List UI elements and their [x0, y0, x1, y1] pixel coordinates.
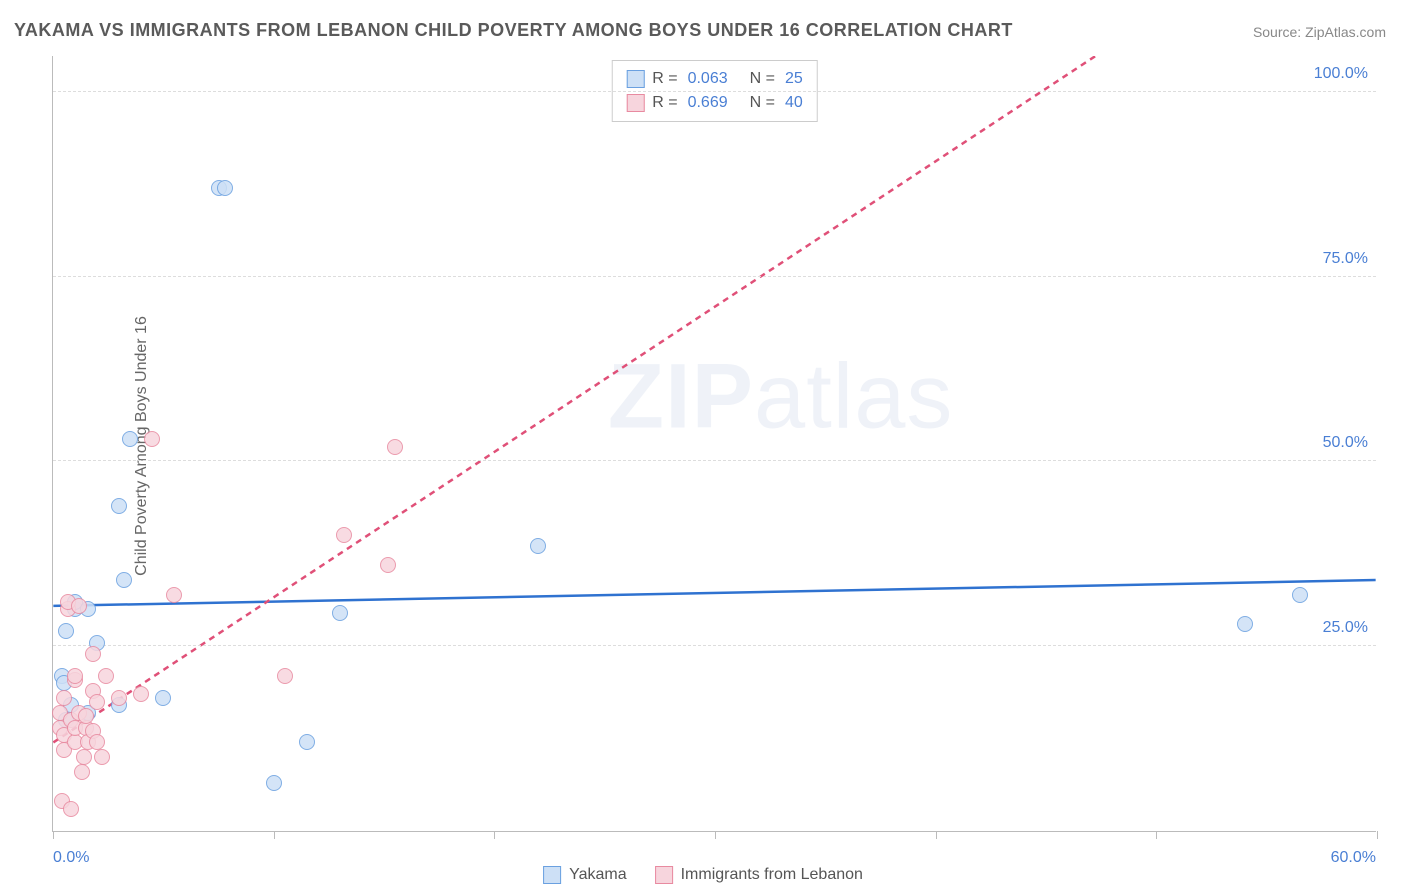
- data-point: [277, 668, 293, 684]
- stat-r-label: R =: [652, 91, 677, 115]
- data-point: [111, 690, 127, 706]
- data-point: [166, 587, 182, 603]
- plot-area: ZIPatlas R = 0.063 N = 25 R = 0.669 N = 40 25.0…: [52, 56, 1376, 832]
- data-point: [266, 775, 282, 791]
- legend-label: Yakama: [569, 866, 627, 884]
- gridline: [53, 460, 1376, 461]
- legend-swatch: [626, 70, 644, 88]
- x-tick: [494, 831, 495, 839]
- gridline: [53, 91, 1376, 92]
- data-point: [217, 180, 233, 196]
- y-tick-label: 75.0%: [1323, 250, 1368, 268]
- legend-swatch: [543, 866, 561, 884]
- series-legend: Yakama Immigrants from Lebanon: [543, 866, 863, 884]
- data-point: [56, 690, 72, 706]
- x-tick: [1156, 831, 1157, 839]
- data-point: [133, 686, 149, 702]
- watermark-bold: ZIP: [608, 346, 754, 448]
- y-tick-label: 100.0%: [1314, 65, 1368, 83]
- stat-n-value: 25: [785, 67, 803, 91]
- data-point: [332, 605, 348, 621]
- x-tick-label-min: 0.0%: [53, 849, 89, 867]
- watermark: ZIPatlas: [608, 345, 953, 450]
- regression-lines: [53, 56, 1376, 831]
- stat-n-label: N =: [750, 67, 775, 91]
- data-point: [116, 572, 132, 588]
- data-point: [94, 749, 110, 765]
- data-point: [78, 708, 94, 724]
- stat-n-label: N =: [750, 91, 775, 115]
- legend-swatch: [626, 94, 644, 112]
- data-point: [336, 527, 352, 543]
- x-tick: [53, 831, 54, 839]
- data-point: [76, 749, 92, 765]
- legend-swatch: [655, 866, 673, 884]
- data-point: [122, 431, 138, 447]
- legend-item: Immigrants from Lebanon: [655, 866, 863, 884]
- data-point: [530, 538, 546, 554]
- data-point: [111, 498, 127, 514]
- x-tick-label-max: 60.0%: [1331, 849, 1376, 867]
- gridline: [53, 645, 1376, 646]
- stat-r-value: 0.063: [688, 67, 728, 91]
- y-tick-label: 25.0%: [1323, 619, 1368, 637]
- data-point: [89, 734, 105, 750]
- stats-row: R = 0.063 N = 25: [626, 67, 803, 91]
- data-point: [1292, 587, 1308, 603]
- legend-item: Yakama: [543, 866, 627, 884]
- x-tick: [274, 831, 275, 839]
- x-tick: [936, 831, 937, 839]
- stat-r-value: 0.669: [688, 91, 728, 115]
- chart-title: YAKAMA VS IMMIGRANTS FROM LEBANON CHILD …: [14, 20, 1013, 41]
- stat-r-label: R =: [652, 67, 677, 91]
- legend-label: Immigrants from Lebanon: [681, 866, 863, 884]
- regression-line: [53, 580, 1375, 606]
- source-attribution: Source: ZipAtlas.com: [1253, 24, 1386, 40]
- data-point: [58, 623, 74, 639]
- x-tick: [1377, 831, 1378, 839]
- data-point: [98, 668, 114, 684]
- data-point: [89, 694, 105, 710]
- data-point: [67, 668, 83, 684]
- x-tick: [715, 831, 716, 839]
- data-point: [299, 734, 315, 750]
- data-point: [71, 598, 87, 614]
- data-point: [74, 764, 90, 780]
- gridline: [53, 276, 1376, 277]
- data-point: [380, 557, 396, 573]
- data-point: [85, 646, 101, 662]
- data-point: [155, 690, 171, 706]
- data-point: [1237, 616, 1253, 632]
- stats-row: R = 0.669 N = 40: [626, 91, 803, 115]
- watermark-thin: atlas: [754, 346, 953, 448]
- data-point: [387, 439, 403, 455]
- regression-line: [53, 56, 1375, 742]
- data-point: [144, 431, 160, 447]
- data-point: [63, 801, 79, 817]
- stat-n-value: 40: [785, 91, 803, 115]
- y-tick-label: 50.0%: [1323, 434, 1368, 452]
